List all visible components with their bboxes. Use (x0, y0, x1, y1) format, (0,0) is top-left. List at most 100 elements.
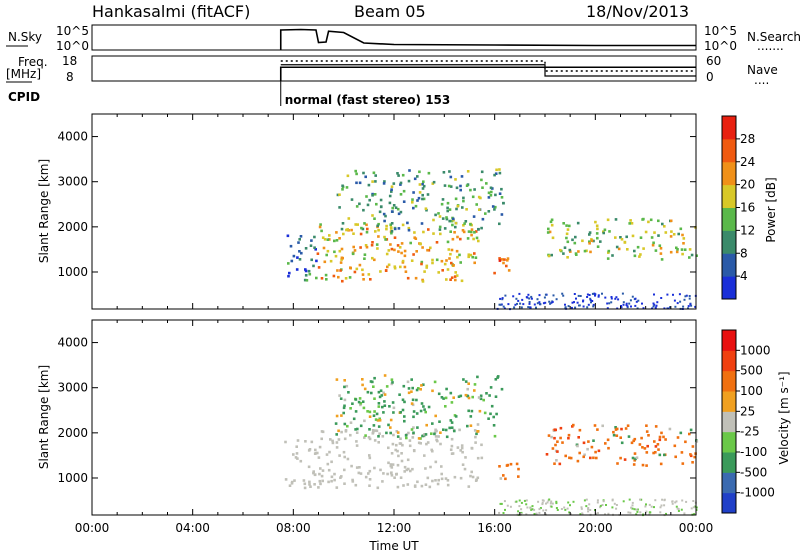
scatter-cell (568, 456, 571, 460)
scatter-cell (690, 253, 694, 257)
scatter-cell (413, 177, 417, 181)
scatter-cell (614, 426, 617, 429)
scatter-cell (373, 376, 376, 380)
scatter-cell (307, 269, 311, 273)
clutter-cell (528, 301, 531, 303)
clutter-cell (644, 505, 647, 508)
scatter-cell (402, 189, 406, 193)
clutter-cell (536, 298, 539, 301)
power-data (286, 168, 698, 311)
scatter-cell (456, 446, 460, 449)
scatter-cell (397, 227, 401, 230)
colorbar-tick-label: 28 (740, 132, 755, 146)
scatter-cell (614, 218, 618, 221)
scatter-cell (421, 434, 424, 438)
clutter-cell (569, 513, 572, 516)
clutter-cell (692, 500, 695, 502)
clutter-cell (521, 298, 524, 301)
scatter-cell (347, 217, 351, 220)
scatter-cell (309, 244, 313, 247)
scatter-cell (443, 184, 447, 187)
scatter-cell (556, 450, 559, 453)
scatter-cell (493, 271, 496, 275)
scatter-cell (332, 274, 336, 278)
scatter-cell (478, 208, 481, 211)
clutter-cell (546, 501, 549, 504)
scatter-cell (590, 239, 594, 242)
clutter-cell (545, 509, 548, 512)
scatter-cell (633, 437, 637, 441)
scatter-cell (434, 479, 437, 482)
scatter-cell (623, 241, 627, 244)
clutter-cell (639, 511, 642, 514)
scatter-cell (676, 436, 680, 439)
scatter-cell (367, 273, 371, 276)
clutter-cell (541, 501, 544, 504)
scatter-cell (480, 456, 484, 460)
scatter-cell (451, 223, 454, 227)
scatter-cell (659, 247, 663, 250)
scatter-cell (385, 224, 388, 228)
scatter-cell (320, 437, 323, 441)
scatter-cell (473, 261, 476, 265)
scatter-cell (408, 439, 412, 442)
scatter-cell (549, 220, 553, 224)
scatter-cell (633, 452, 637, 455)
scatter-cell (303, 486, 307, 490)
scatter-cell (404, 434, 408, 437)
scatter-cell (331, 441, 335, 445)
scatter-cell (462, 230, 466, 234)
scatter-cell (424, 433, 428, 436)
scatter-cell (368, 410, 372, 414)
clutter-cell (569, 504, 571, 507)
scatter-cell (682, 242, 685, 245)
clutter-cell (654, 306, 657, 309)
clutter-cell (530, 508, 533, 511)
scatter-cell (466, 237, 470, 240)
scatter-cell (338, 394, 341, 397)
scatter-cell (365, 195, 368, 198)
scatter-cell (550, 435, 553, 439)
scatter-cell (376, 224, 379, 228)
scatter-cell (459, 394, 463, 398)
scatter-cell (416, 199, 419, 202)
scatter-cell (507, 269, 511, 272)
scatter-cell (624, 427, 628, 430)
colorbar-segment (722, 411, 736, 433)
scatter-cell (419, 437, 422, 440)
scatter-cell (412, 410, 416, 413)
clutter-cell (620, 306, 623, 309)
scatter-cell (460, 446, 464, 450)
scatter-cell (459, 476, 463, 480)
scatter-cell (343, 437, 347, 441)
scatter-cell (381, 435, 385, 438)
scatter-cell (619, 436, 622, 439)
scatter-cell (412, 206, 415, 210)
colorbar-segment (722, 230, 736, 254)
scatter-cell (400, 251, 403, 255)
velocity-ylabel: Slant Range [km] (37, 365, 51, 469)
scatter-cell (476, 375, 479, 379)
scatter-cell (459, 261, 462, 264)
scatter-cell (569, 456, 573, 460)
scatter-cell (373, 193, 377, 196)
clutter-cell (555, 298, 558, 301)
scatter-cell (316, 252, 320, 255)
scatter-cell (393, 248, 396, 252)
scatter-cell (470, 409, 474, 413)
scatter-cell (480, 226, 483, 230)
scatter-cell (307, 449, 311, 452)
scatter-cell (645, 464, 648, 467)
scatter-cell (368, 469, 372, 473)
scatter-cell (387, 423, 390, 427)
clutter-cell (501, 298, 504, 301)
scatter-cell (500, 187, 503, 191)
scatter-cell (363, 222, 366, 225)
scatter-cell (382, 212, 386, 216)
scatter-cell (473, 389, 476, 392)
scatter-cell (365, 245, 369, 249)
scatter-cell (308, 483, 311, 486)
clutter-cell (599, 506, 602, 509)
scatter-cell (317, 486, 320, 489)
scatter-cell (494, 205, 497, 209)
